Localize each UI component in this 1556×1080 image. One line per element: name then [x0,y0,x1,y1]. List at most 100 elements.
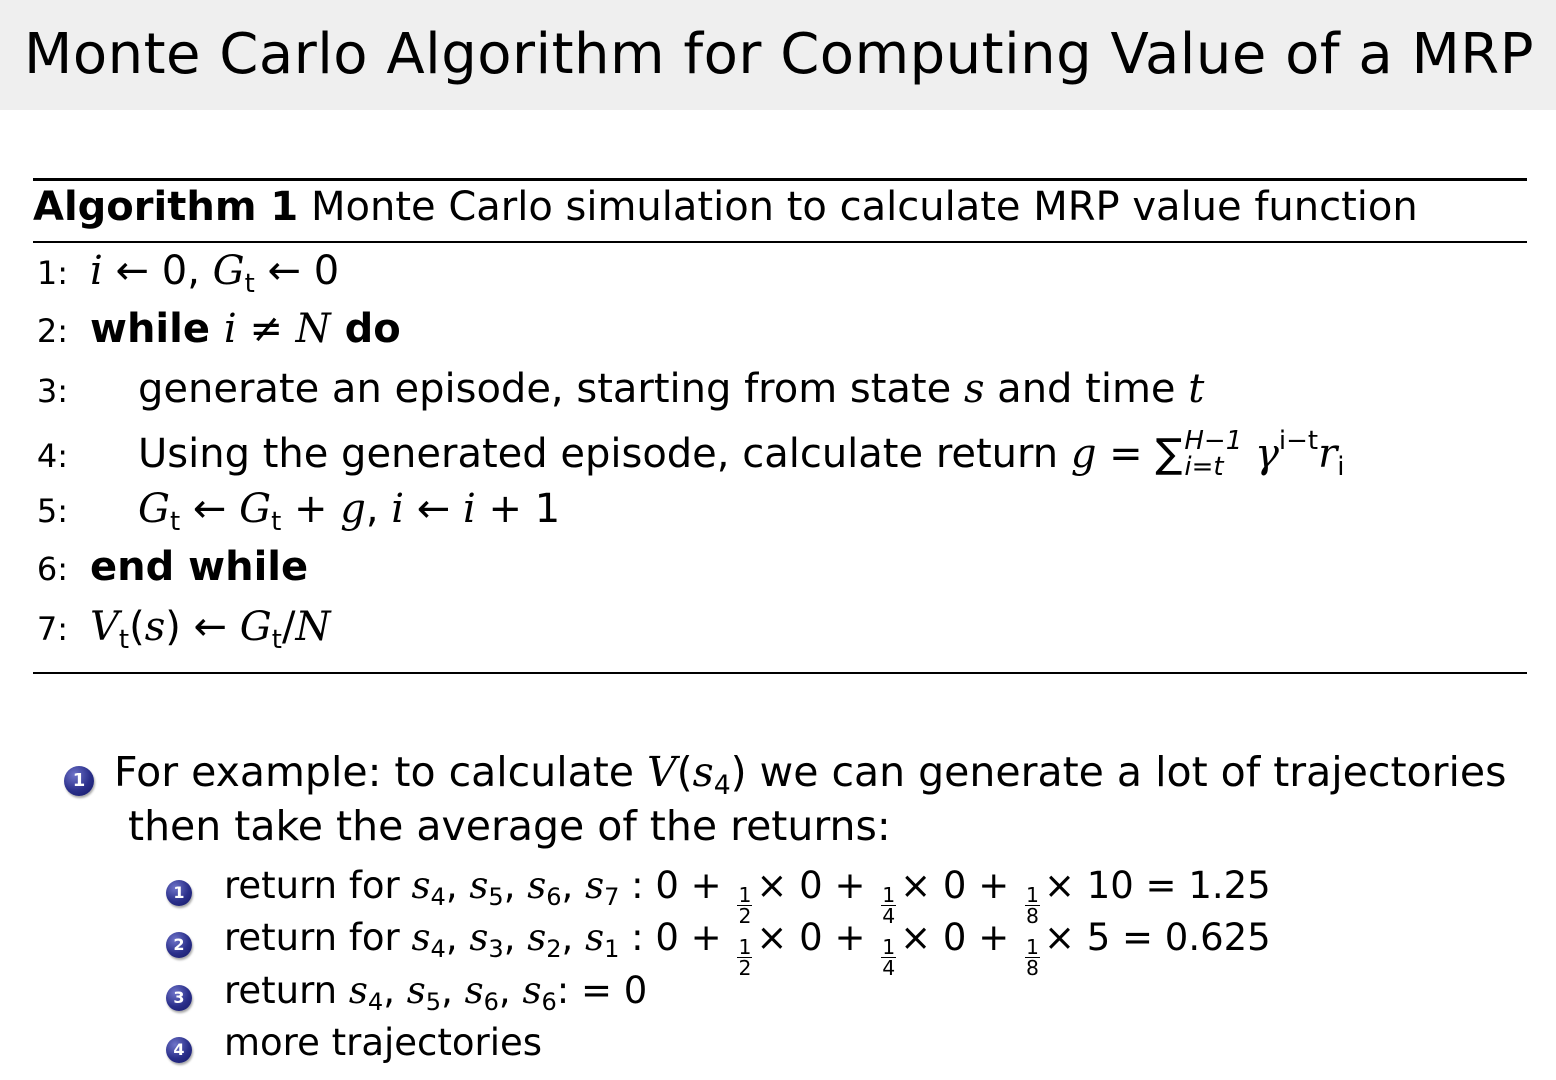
text: ≠ [236,306,296,352]
text: return [224,969,349,1012]
numerator: 1 [881,935,897,960]
algorithm-header: Algorithm 1 Monte Carlo simulation to ca… [33,184,1418,230]
text: ( [129,604,145,650]
math-symbol: s [411,916,431,959]
math-symbol: V [90,604,119,650]
subscript: 4 [430,935,446,964]
text: ← [180,486,240,532]
text: / [281,604,296,650]
text: : 0 + [619,916,734,959]
text: × 0 + [900,864,1021,907]
summation: ∑ H−1 i=t [1155,428,1242,480]
denominator: 4 [882,956,896,981]
subscript: t [271,506,282,537]
line-content: while i ≠ N do [90,306,401,352]
text: and time [984,366,1189,412]
algorithm-line: 2: while i ≠ N do [0,306,401,362]
math-symbol: g [1070,431,1097,478]
line-number: 6: [36,550,68,588]
text: , [365,486,392,532]
math-symbol: G [212,248,245,294]
text: × 0 + [756,916,878,959]
numerator: 1 [737,883,753,908]
text: × 0 + [756,864,878,907]
subscript: 6 [541,988,557,1017]
math-symbol: s [469,916,489,959]
subscript: 6 [546,883,562,912]
text: ) we can generate a lot of trajectories [730,748,1507,796]
numbered-bullet-icon: 4 [166,1037,192,1063]
math-symbol: G [239,486,272,532]
math-symbol: s [692,748,714,796]
text: ← [404,486,464,532]
math-symbol: N [295,604,331,650]
numerator: 1 [1025,883,1040,908]
algorithm-line: 6: end while [0,544,308,600]
math-symbol: s [527,864,547,907]
numbered-bullet-icon: 2 [166,932,192,958]
text: , [498,969,523,1012]
algorithm-line: 4: Using the generated episode, calculate… [0,426,1345,482]
example-line-1: For example: to calculate V(s4) we can g… [114,748,1506,801]
text: , [441,969,465,1012]
algorithm-line: 5: Gt ← Gt + g, i ← i + 1 [0,486,560,542]
algorithm-mid-rule [33,241,1527,243]
math-symbol: G [239,604,272,650]
denominator: 4 [882,904,896,929]
text: × 0 + [900,916,1021,959]
math-symbol: i [90,248,103,294]
numerator: 1 [881,883,897,908]
math-symbol: G [138,486,170,532]
text: + [281,486,341,532]
algorithm-label: Algorithm 1 [33,184,299,230]
text: : = 0 [556,969,648,1012]
math-symbol: s [963,366,985,412]
math-symbol: s [522,969,542,1012]
subitem-text: return for s4, s5, s6, s7 : 0 + 1 2 × 0 + … [224,864,1271,927]
subscript: t [169,506,181,537]
example-line-2-wrap: then take the average of the returns: [128,802,891,850]
subscript: 5 [425,988,442,1017]
subitem-text: return for s4, s3, s2, s1 : 0 + 1 2 × 0 + … [224,916,1271,979]
subscript: 2 [546,935,562,964]
math-symbol: s [527,916,547,959]
numbered-bullet-icon: 1 [166,880,192,906]
math-symbol: N [295,306,331,352]
example-subitem: 3 return s4, s5, s6, s6: = 0 [166,969,647,1016]
subscript: 1 [604,935,620,964]
numerator: 1 [1025,935,1040,960]
denominator: 2 [738,904,752,929]
line-content: i ← 0, Gt ← 0 [90,248,339,299]
subscript: 4 [367,988,384,1017]
keyword: end while [90,544,309,590]
text: ) ← [165,604,240,650]
sum-upper: H−1 [1184,426,1243,457]
math-symbol: i [463,486,476,532]
algorithm-line: 7: Vt(s) ← Gt/N [0,604,331,660]
example-subitem: 2 return for s4, s3, s2, s1 : 0 + 1 2 × 0 +… [166,916,1271,979]
text: ← 0 [254,248,340,294]
math-symbol: s [469,864,489,907]
text: For example: to calculate [114,748,648,796]
text: , [561,916,586,959]
example-line-2: then take the average of the returns: [128,802,891,850]
text: × 10 = 1.25 [1043,864,1271,907]
denominator: 8 [1026,904,1039,929]
text: Using the generated episode, calculate r… [138,431,1071,478]
text: , [503,864,528,907]
math-symbol: s [144,604,166,650]
subitem-text: return s4, s5, s6, s6: = 0 [224,969,647,1016]
algorithm-line: 3: generate an episode, starting from sta… [0,366,1204,422]
example-bullet: 1 For example: to calculate V(s4) we can… [64,748,1506,801]
algorithm-bottom-rule [33,672,1527,674]
math-symbol: g [340,486,366,532]
math-symbol: γ [1242,431,1279,478]
text: , [445,864,470,907]
line-content: Using the generated episode, calculate r… [138,426,1344,482]
keyword: do [330,306,401,352]
subscript: t [244,268,255,299]
line-content: Vt(s) ← Gt/N [90,604,330,655]
